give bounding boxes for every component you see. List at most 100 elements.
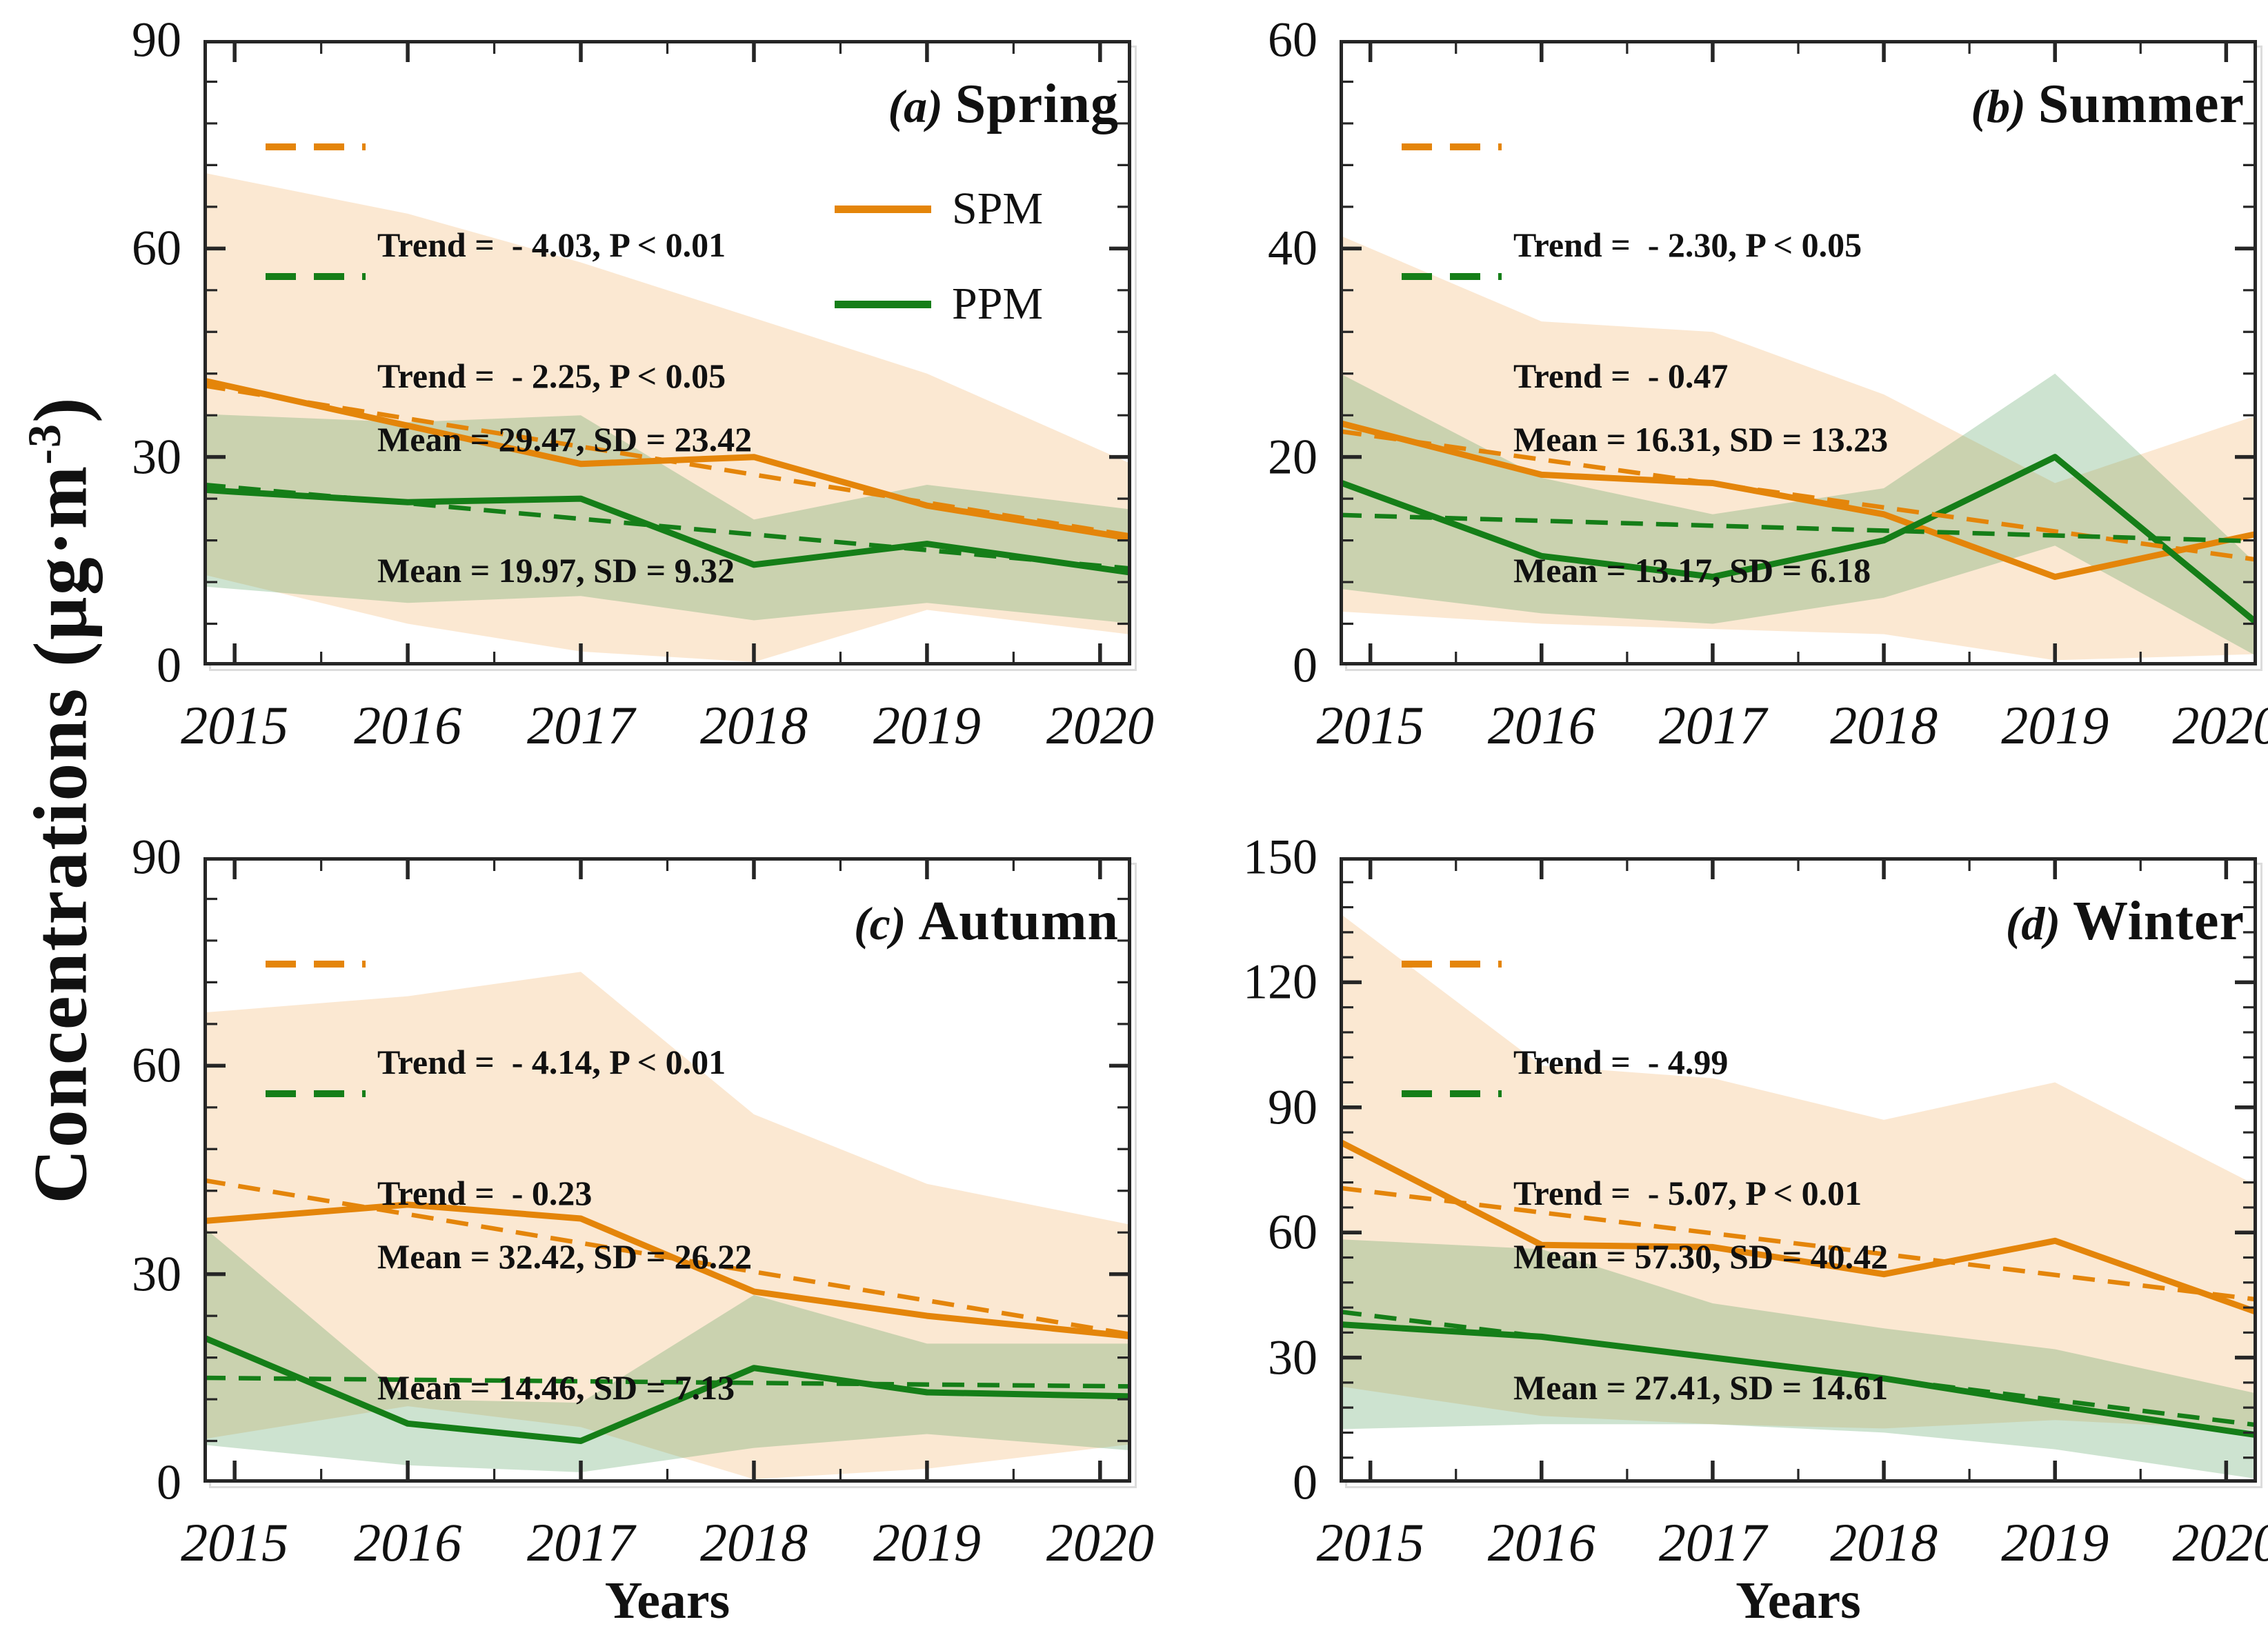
spring-ppm-trend-text: Trend = - 2.25, P < 0.05 [377,357,726,395]
x-tick-label: 2015 [1316,1512,1424,1572]
ppm-line [1340,454,2257,625]
ppm-dashed-trend-swatch [266,1090,366,1097]
autumn-ppm-trend-text: Trend = - 0.23 [377,1174,593,1212]
ppm-sd-band [1340,1239,2257,1479]
spring-spm-mean-text: Mean = 29.47, SD = 23.42 [377,420,753,459]
x-tick-label: 2015 [1316,695,1424,755]
ppm-line-swatch [835,300,931,308]
y-tick-label: 90 [1268,1079,1317,1135]
ppm-sd-band [1340,373,2257,657]
summer-spm-trend-text: Trend = - 2.30, P < 0.05 [1513,226,1862,264]
x-axis-title: Years [604,1572,730,1630]
panel-letter: (c) [853,897,906,950]
panel-letter: (b) [1971,80,2026,132]
x-tick-label: 2016 [354,695,462,755]
summer-ppm-annotation: Trend = - 0.47 Mean = 13.17, SD = 6.18 [1513,214,1871,732]
panel-label-autumn: (c) Autumn [854,890,1119,953]
spm-dashed-trend-swatch [266,961,366,968]
x-tick-label: 2017 [1658,1512,1767,1572]
panel-letter: (d) [2005,897,2061,950]
winter-ppm-trend-text: Trend = - 5.07, P < 0.01 [1513,1174,1862,1212]
winter-ppm-mean-text: Mean = 27.41, SD = 14.61 [1513,1368,1889,1407]
panel-season: Winter [2073,891,2245,952]
x-tick-label: 2019 [2001,1512,2109,1572]
ppm-line [203,486,1131,576]
plot-area-b [1340,40,2257,665]
panel-label-summer: (b) Summer [1971,73,2245,136]
legend-item-spm: SPM [835,181,1043,237]
ppm-sd-band [203,1227,1131,1472]
ppm-trend-line [203,482,1131,571]
y-tick-label: 30 [132,429,181,485]
x-tick-label: 2017 [527,695,635,755]
spm-sd-band [203,972,1131,1479]
x-tick-label: 2016 [354,1512,462,1572]
x-tick-label: 2020 [1046,695,1154,755]
spm-dashed-trend-swatch [1402,961,1502,968]
spm-trend-line [1340,1185,2257,1302]
panel-season: Spring [955,74,1119,134]
y-axis-title-close: ) [18,396,103,423]
x-tick-label: 2016 [1487,1512,1595,1572]
autumn-spm-trend-text: Trend = - 4.14, P < 0.01 [377,1043,726,1081]
y-tick-label: 60 [132,1037,181,1093]
y-tick-label: 0 [1293,637,1317,693]
x-tick-label: 2017 [1658,695,1767,755]
winter-spm-mean-text: Mean = 57.30, SD = 40.42 [1513,1237,1889,1276]
ppm-dashed-trend-swatch [1402,1090,1502,1097]
ppm-trend-line [1340,1309,2257,1427]
spm-line-swatch [835,205,931,213]
panel-season: Summer [2038,74,2245,134]
x-tick-label: 2018 [1830,1512,1938,1572]
spring-ppm-annotation: Trend = - 2.25, P < 0.05 Mean = 19.97, S… [377,214,735,732]
autumn-spm-annotation: Trend = - 4.14, P < 0.01 Mean = 32.42, S… [377,900,752,1419]
ppm-dashed-trend-swatch [1402,273,1502,280]
panel-summer: Trend = - 2.30, P < 0.05 Mean = 16.31, S… [1268,12,2268,756]
ppm-trend-line [1340,512,2257,544]
legend-label-spm: SPM [952,183,1044,234]
x-tick-label: 2019 [873,695,981,755]
spm-trend-line [203,383,1131,539]
panel-letter: (a) [888,80,943,132]
legend-label-ppm: PPM [952,279,1044,329]
x-tick-label: 2018 [699,1512,808,1572]
x-tick-label: 2019 [873,1512,981,1572]
spm-dashed-trend-swatch [266,143,366,150]
y-tick-label: 0 [157,1454,181,1510]
spm-trend-line [203,1178,1131,1337]
y-tick-label: 150 [1243,829,1317,885]
x-tick-label: 2015 [181,1512,289,1572]
x-tick-label: 2015 [181,695,289,755]
autumn-spm-mean-text: Mean = 32.42, SD = 26.22 [377,1237,753,1276]
x-tick-label: 2020 [2172,1512,2268,1572]
ppm-sd-band [203,414,1131,623]
autumn-ppm-mean-text: Mean = 14.46, SD = 7.13 [377,1368,735,1407]
x-tick-label: 2020 [2172,695,2268,755]
y-tick-label: 40 [1268,220,1317,276]
x-tick-label: 2017 [527,1512,635,1572]
summer-spm-annotation: Trend = - 2.30, P < 0.05 Mean = 16.31, S… [1513,83,1888,601]
x-tick-label: 2016 [1487,695,1595,755]
y-tick-label: 20 [1268,429,1317,485]
x-tick-label: 2020 [1046,1512,1154,1572]
panel-label-spring: (a) Spring [888,73,1119,136]
y-tick-label: 60 [1268,12,1317,68]
y-tick-label: 30 [132,1246,181,1302]
spm-sd-band [1340,235,2257,661]
ppm-dashed-trend-swatch [266,273,366,280]
spring-ppm-mean-text: Mean = 19.97, SD = 9.32 [377,551,735,590]
panel-season: Autumn [918,891,1119,952]
panel-winter: Trend = - 4.99 Mean = 57.30, SD = 40.42 … [1243,830,2268,1630]
x-tick-label: 2019 [2001,695,2109,755]
y-tick-label: 120 [1243,954,1317,1010]
x-tick-label: 2018 [1830,695,1938,755]
autumn-ppm-annotation: Trend = - 0.23 Mean = 14.46, SD = 7.13 [377,1031,735,1550]
summer-spm-mean-text: Mean = 16.31, SD = 13.23 [1513,420,1889,459]
x-axis-title: Years [1735,1572,1861,1630]
y-tick-label: 0 [1293,1454,1317,1510]
spm-trend-line [1340,429,2257,562]
y-tick-label: 90 [132,829,181,885]
winter-spm-trend-text: Trend = - 4.99 [1513,1043,1729,1081]
spm-line [203,1201,1131,1340]
winter-ppm-annotation: Trend = - 5.07, P < 0.01 Mean = 27.41, S… [1513,1031,1888,1550]
